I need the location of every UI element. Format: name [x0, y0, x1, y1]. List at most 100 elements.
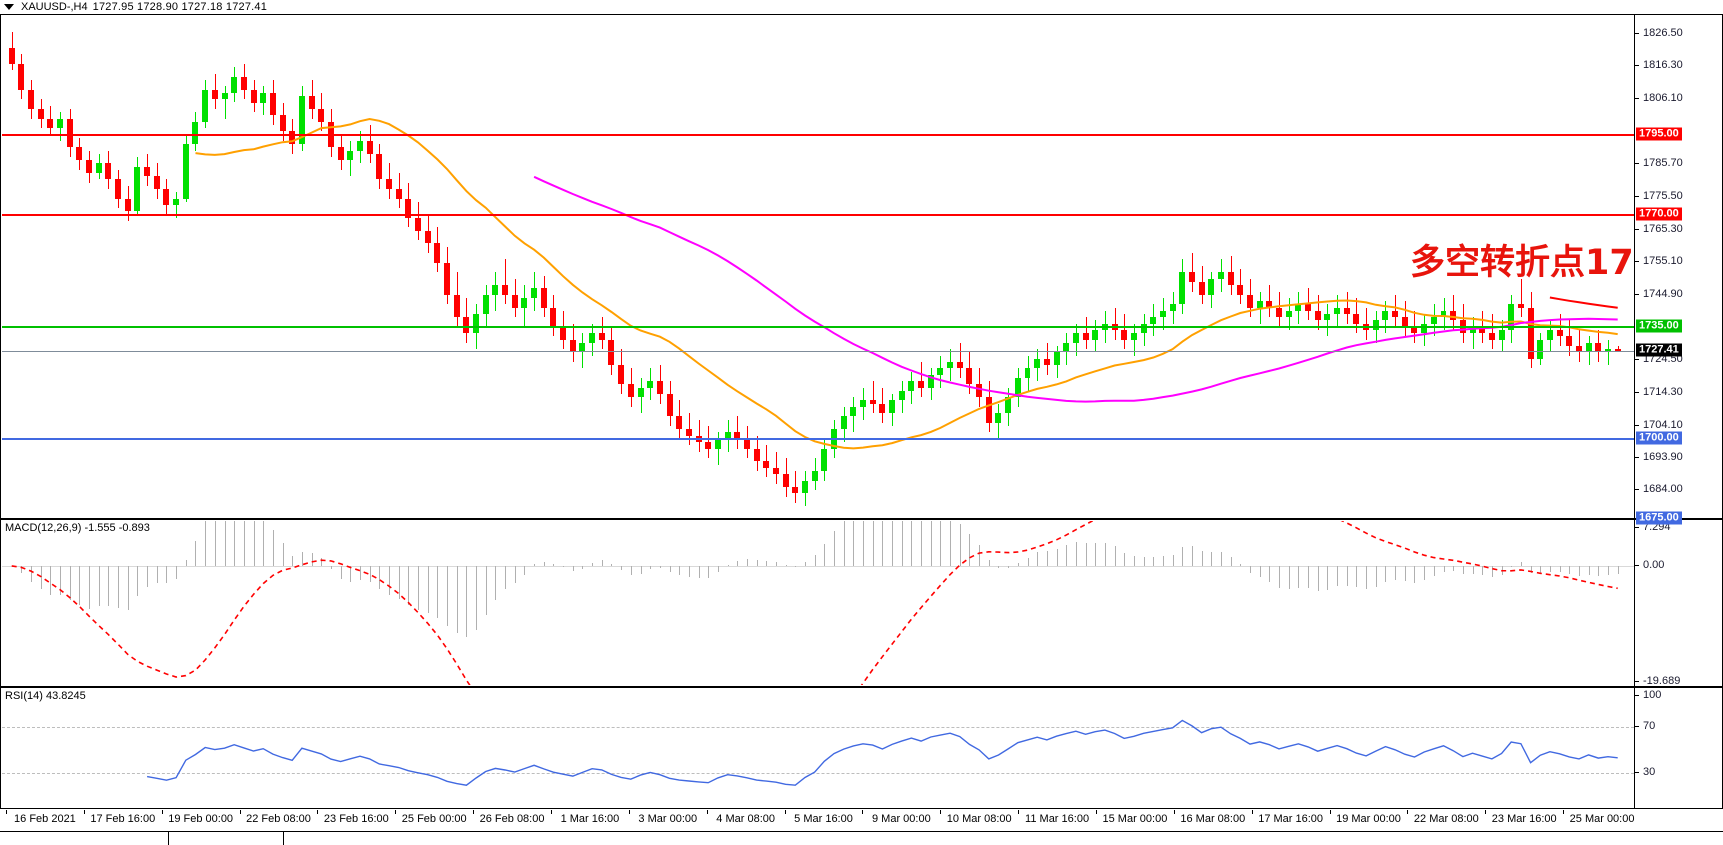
- candle-body: [1237, 285, 1244, 295]
- ohlc-values: 1727.95 1728.90 1727.18 1727.41: [92, 1, 268, 13]
- macd-histogram-bar: [41, 565, 42, 590]
- taskbar[interactable]: [0, 831, 1723, 845]
- candle-body: [385, 179, 392, 189]
- time-axis-label: 19 Mar 00:00: [1336, 813, 1401, 825]
- macd-histogram-bar: [786, 564, 787, 566]
- candle-body: [1266, 301, 1273, 308]
- candle-body: [1372, 320, 1379, 330]
- macd-histogram-bar: [1444, 565, 1445, 572]
- candle-body: [1440, 310, 1447, 318]
- candle-body: [1421, 323, 1428, 334]
- rsi-axis[interactable]: 100 70 30: [1634, 688, 1722, 808]
- price-level-tag[interactable]: 1735.00: [1636, 319, 1682, 333]
- macd-pane[interactable]: MACD(12,26,9) -1.555 -0.893 7.294 0.00 -19…: [0, 519, 1723, 687]
- macd-histogram-bar: [534, 564, 535, 566]
- macd-histogram-bar: [1134, 556, 1135, 566]
- macd-plot-area[interactable]: [2, 521, 1634, 685]
- macd-histogram-bar: [815, 555, 816, 566]
- candle-body: [685, 429, 692, 436]
- candle-body: [734, 432, 741, 439]
- macd-histogram-bar: [1250, 565, 1251, 573]
- candle-body: [1353, 313, 1360, 324]
- taskbar-segment[interactable]: [168, 832, 284, 845]
- macd-histogram-bar: [1356, 565, 1357, 588]
- rsi-pane[interactable]: RSI(14) 43.8245 100 70 30: [0, 687, 1723, 809]
- price-plot-area[interactable]: 多空转折点1735: [2, 16, 1634, 517]
- macd-histogram-bar: [1231, 556, 1232, 566]
- macd-histogram-bar: [495, 565, 496, 600]
- macd-histogram-bar: [99, 565, 100, 607]
- macd-histogram-bar: [1076, 542, 1077, 566]
- macd-histogram-bar: [592, 563, 593, 566]
- candle-body: [1024, 368, 1031, 379]
- candle-body: [550, 307, 557, 327]
- candle-body: [1411, 326, 1418, 334]
- macd-histogram-bar: [1473, 565, 1474, 574]
- price-level-tag[interactable]: 1795.00: [1636, 127, 1682, 141]
- macd-histogram-bar: [911, 521, 912, 566]
- macd-tick: 0.00: [1635, 559, 1664, 571]
- candle-body: [927, 374, 934, 388]
- candle-body: [811, 470, 818, 481]
- time-axis-tick: [940, 810, 942, 814]
- macd-signal-line: [11, 521, 1618, 685]
- rsi-overlay: [146, 719, 1618, 786]
- candle-body: [492, 285, 499, 295]
- candle-body: [444, 262, 450, 295]
- price-pane[interactable]: 多空转折点1735 1826.50 1816.30 1806.10 1785.70 17…: [0, 14, 1723, 525]
- price-level-tag[interactable]: 1675.00: [1636, 511, 1682, 525]
- macd-histogram-bar: [1608, 565, 1609, 575]
- candle-body: [627, 384, 634, 398]
- candle-body: [1217, 272, 1224, 279]
- candle-body: [753, 448, 760, 462]
- rsi-grid-line: [2, 772, 1634, 774]
- candle-body: [57, 118, 64, 129]
- macd-histogram-bar: [737, 561, 738, 566]
- macd-histogram-bar: [660, 565, 661, 569]
- triangle-down-icon[interactable]: [4, 4, 14, 10]
- macd-histogram-bar: [960, 524, 961, 566]
- price-axis[interactable]: 1826.50 1816.30 1806.10 1785.70 1775.50 1765.…: [1634, 15, 1722, 525]
- candle-body: [482, 294, 489, 314]
- macd-label: MACD(12,26,9) -1.555 -0.893: [5, 522, 150, 534]
- candle-body: [676, 416, 683, 430]
- candle-body: [1092, 329, 1099, 340]
- macd-histogram-bar: [1260, 565, 1261, 578]
- macd-histogram-bar: [215, 521, 216, 566]
- candle-wick: [1521, 278, 1522, 318]
- macd-histogram-bar: [718, 565, 719, 573]
- candle-body: [1614, 349, 1621, 353]
- price-tick: 1775.50: [1635, 190, 1683, 202]
- macd-histogram-bar: [1308, 565, 1309, 589]
- candle-body: [1014, 378, 1021, 398]
- time-axis-tick: [862, 810, 864, 814]
- macd-histogram-bar: [989, 560, 990, 566]
- taskbar-segment[interactable]: [0, 832, 169, 845]
- time-axis[interactable]: 16 Feb 2021 17 Feb 16:00 19 Feb 00:00 22 Fe…: [0, 809, 1723, 832]
- price-level-tag[interactable]: 1700.00: [1636, 431, 1682, 445]
- candle-body: [95, 163, 102, 173]
- candle-wick: [1492, 313, 1493, 350]
- candle-body: [1334, 307, 1341, 314]
- macd-histogram-bar: [824, 544, 825, 566]
- macd-histogram-bar: [370, 565, 371, 582]
- price-tick: 1744.90: [1635, 288, 1683, 300]
- macd-histogram-bar: [302, 551, 303, 566]
- time-axis-tick: [784, 810, 786, 814]
- macd-histogram-bar: [611, 563, 612, 566]
- candle-body: [1247, 294, 1253, 308]
- candle-body: [1527, 307, 1534, 359]
- macd-histogram-bar: [998, 565, 999, 568]
- macd-histogram-bar: [283, 543, 284, 566]
- candle-body: [366, 140, 373, 154]
- macd-histogram-bar: [466, 565, 467, 638]
- price-level-line: [2, 437, 1634, 440]
- macd-axis[interactable]: 7.294 0.00 -19.689: [1634, 520, 1722, 687]
- price-level-tag[interactable]: 1770.00: [1636, 207, 1682, 221]
- candle-body: [1450, 310, 1457, 321]
- candle-body: [879, 403, 886, 414]
- macd-histogram-bar: [1463, 565, 1464, 575]
- rsi-plot-area[interactable]: [2, 689, 1634, 807]
- macd-histogram-bar: [699, 565, 700, 578]
- macd-histogram-bar: [399, 565, 400, 599]
